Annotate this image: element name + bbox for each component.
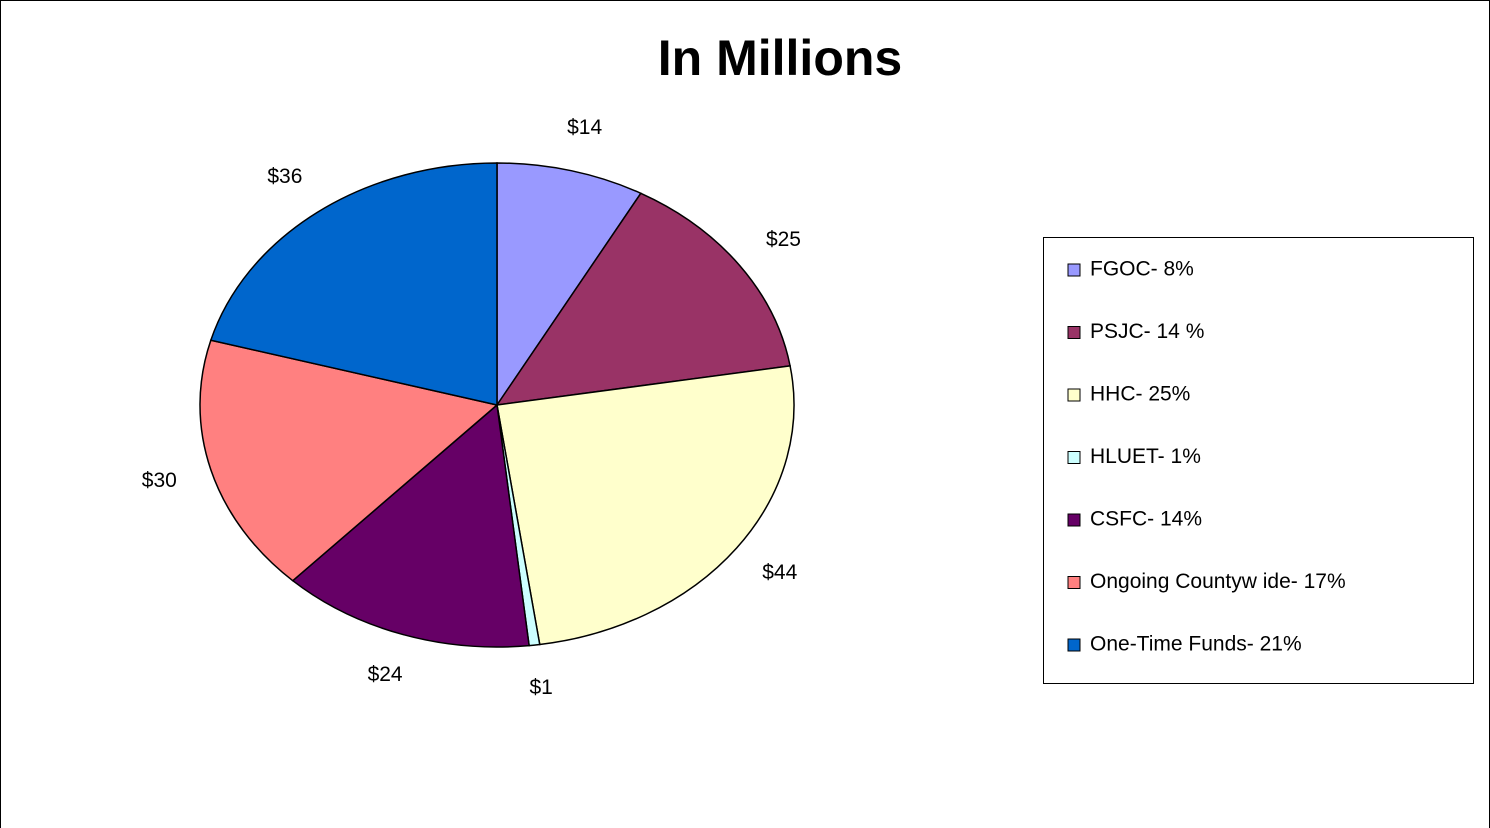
pie-slice <box>291 403 530 648</box>
legend-label: Ongoing Countyw ide- 17% <box>1090 570 1346 593</box>
legend-box <box>1043 237 1474 684</box>
data-label: $1 <box>529 676 552 699</box>
data-label: $25 <box>766 228 801 251</box>
legend-swatch <box>1067 326 1081 339</box>
pie-slice <box>199 339 499 582</box>
data-label: $30 <box>142 469 177 492</box>
pie-slice <box>496 162 642 408</box>
legend-label: One-Time Funds- 21% <box>1090 633 1302 656</box>
data-label: $14 <box>567 116 602 139</box>
legend-label: FGOC- 8% <box>1090 258 1194 281</box>
pie-slice <box>495 192 791 406</box>
chart-title: In Millions <box>658 30 902 86</box>
pie-slice <box>209 162 498 406</box>
data-label: $44 <box>762 561 797 584</box>
legend-swatch <box>1067 513 1081 527</box>
legend-label: HHC- 25% <box>1090 383 1190 406</box>
legend-label: HLUET- 1% <box>1090 445 1201 468</box>
legend-label: PSJC- 14 % <box>1090 320 1204 343</box>
data-label: $24 <box>368 663 403 686</box>
pie-slice <box>496 365 795 646</box>
data-label: $36 <box>267 165 302 188</box>
legend-swatch <box>1067 451 1081 464</box>
legend-swatch <box>1067 263 1081 277</box>
legend-swatch <box>1067 576 1081 589</box>
legend-label: CSFC- 14% <box>1090 508 1202 531</box>
legend-swatch <box>1067 638 1081 652</box>
legend-swatch <box>1067 388 1081 402</box>
